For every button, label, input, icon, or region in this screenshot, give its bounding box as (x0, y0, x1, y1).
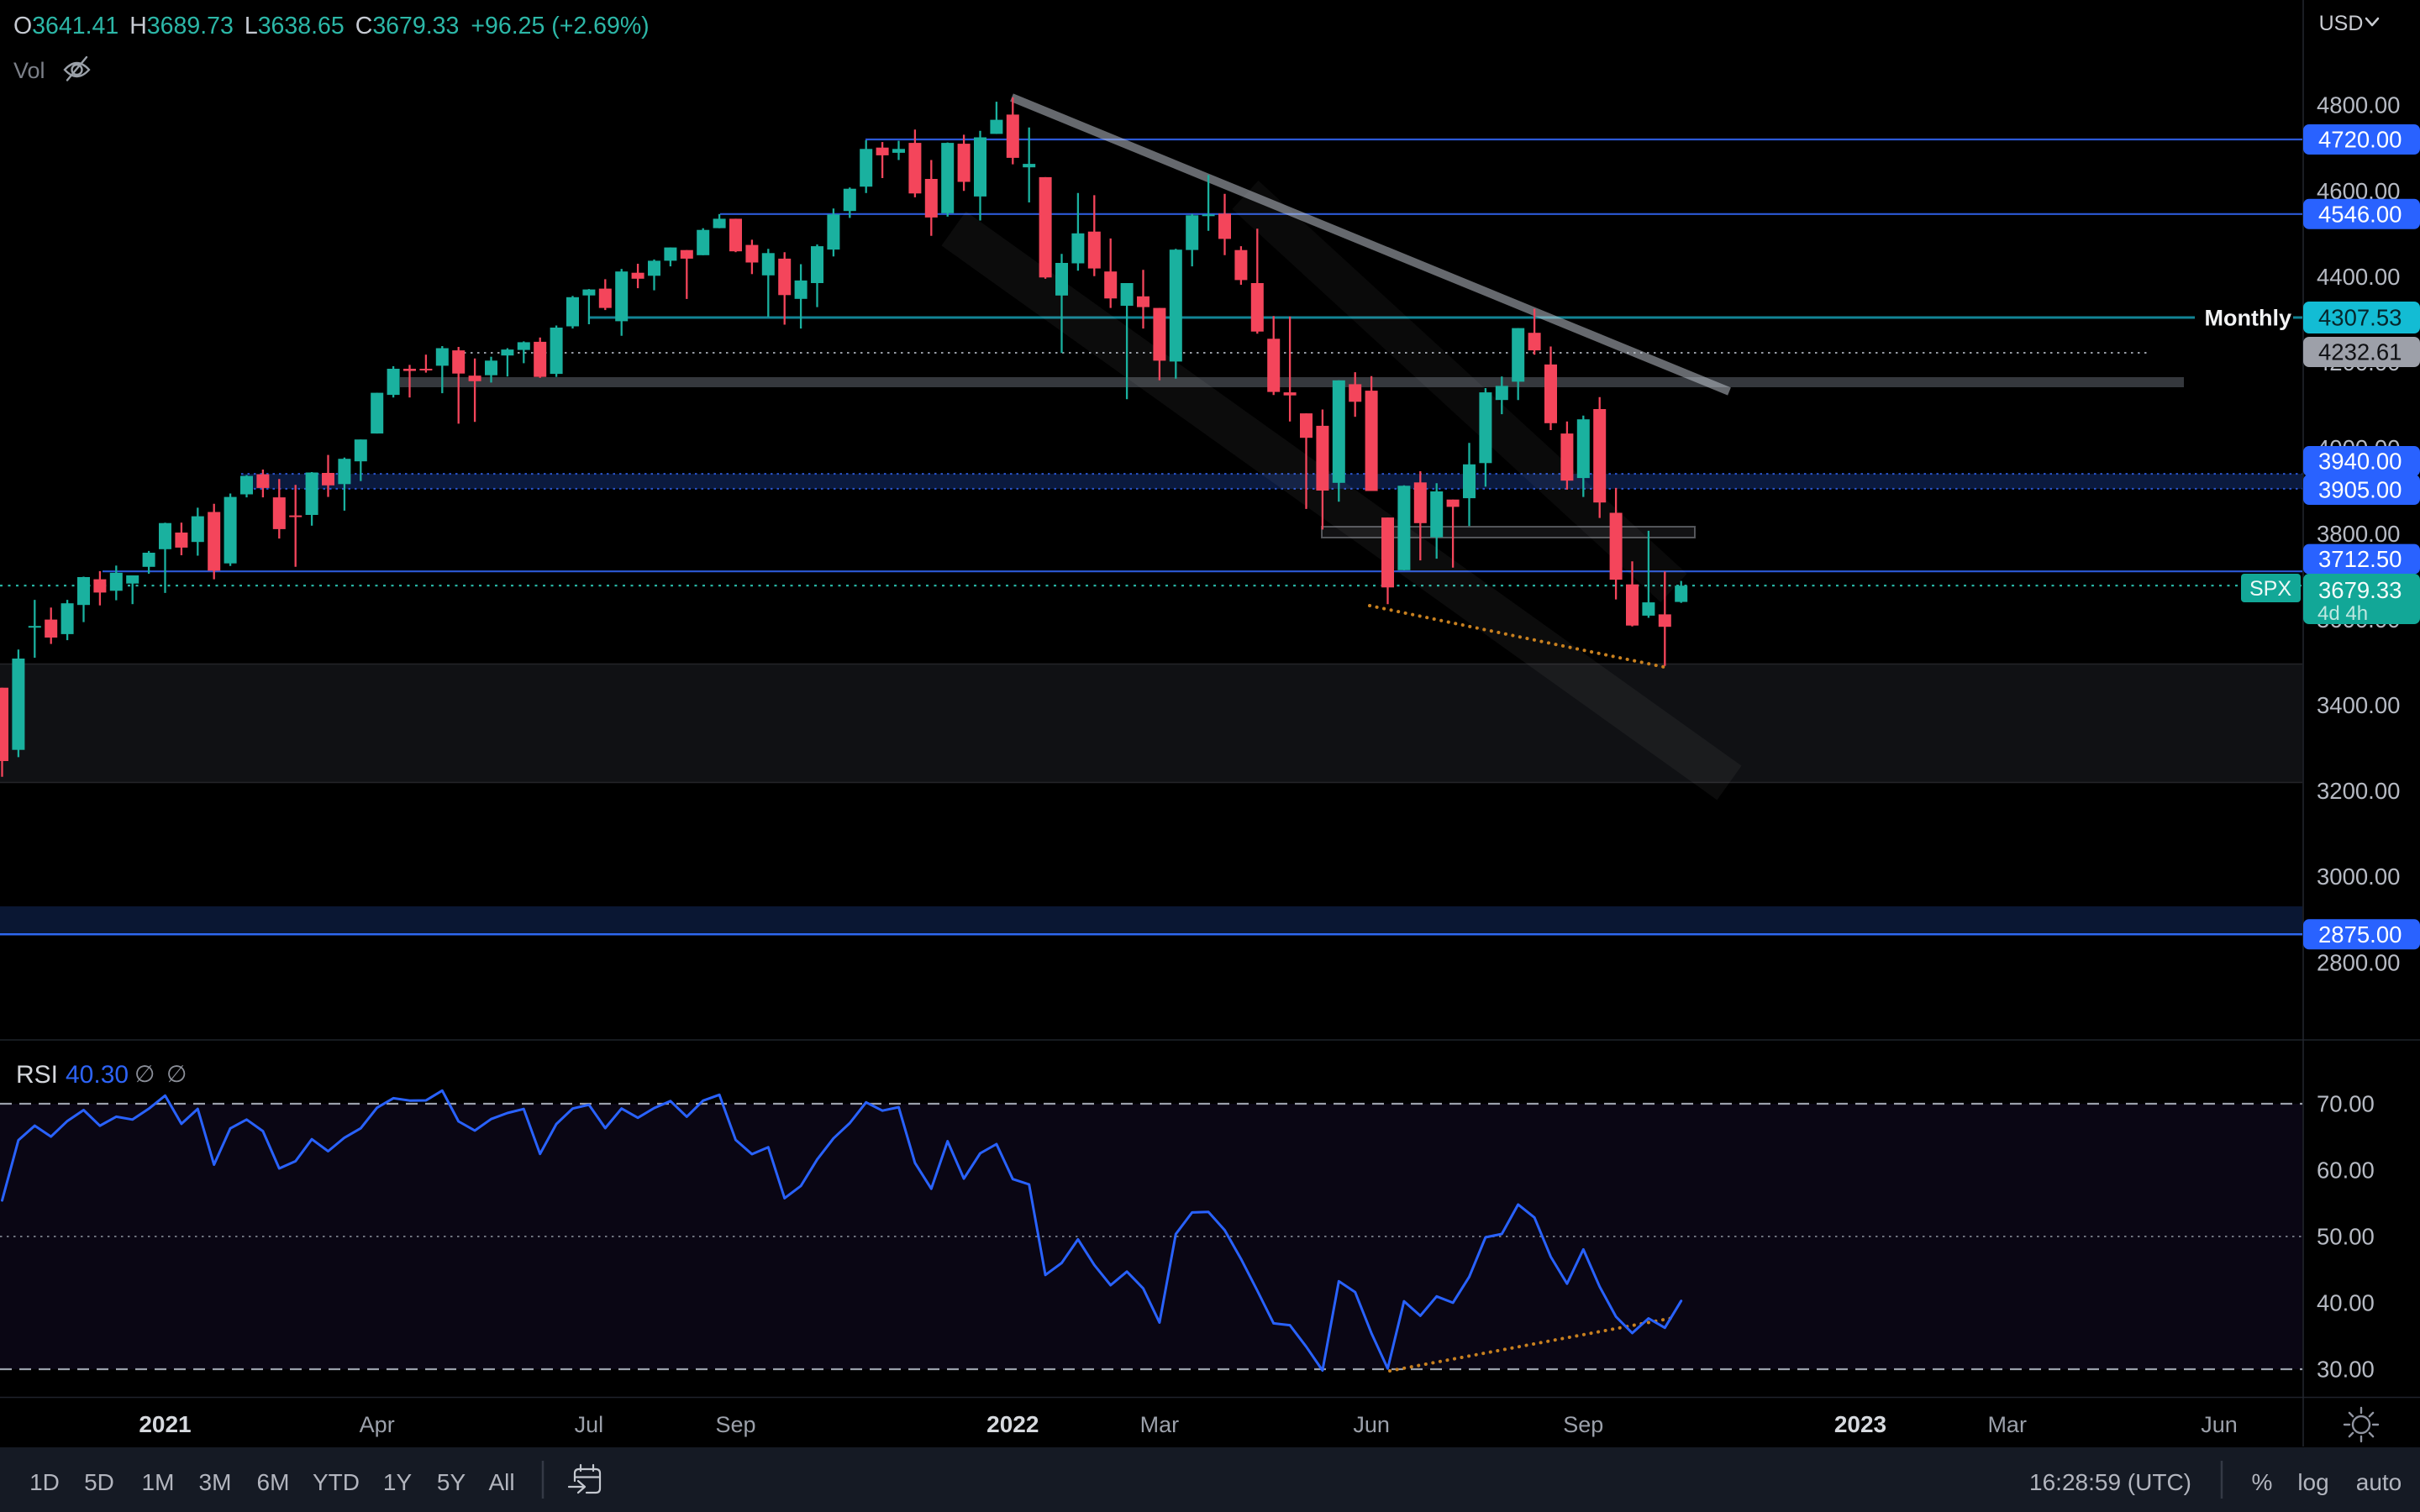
svg-text:3400.00: 3400.00 (2317, 692, 2400, 718)
svg-text:4307.53: 4307.53 (2318, 305, 2402, 331)
svg-text:2875.00: 2875.00 (2318, 921, 2402, 948)
svg-text:1D: 1D (29, 1469, 60, 1495)
svg-text:∅: ∅ (134, 1061, 155, 1087)
svg-text:All: All (488, 1469, 514, 1495)
svg-text:∅: ∅ (166, 1061, 187, 1087)
svg-text:SPX: SPX (2249, 577, 2291, 601)
svg-text:3940.00: 3940.00 (2318, 449, 2402, 475)
svg-text:16:28:59 (UTC): 16:28:59 (UTC) (2029, 1469, 2191, 1495)
svg-text:Monthly: Monthly (2205, 306, 2291, 331)
svg-text:30.00: 30.00 (2317, 1357, 2375, 1383)
svg-text:Jul: Jul (575, 1412, 604, 1437)
svg-text:6M: 6M (257, 1469, 290, 1495)
svg-text:RSI: RSI (16, 1061, 58, 1089)
svg-text:40.30: 40.30 (66, 1061, 129, 1089)
svg-text:2022: 2022 (986, 1411, 1039, 1437)
svg-text:70.00: 70.00 (2317, 1091, 2375, 1117)
svg-text:3200.00: 3200.00 (2317, 778, 2400, 804)
svg-text:Sep: Sep (1563, 1412, 1603, 1437)
svg-text:1Y: 1Y (383, 1469, 413, 1495)
svg-text:40.00: 40.00 (2317, 1290, 2375, 1316)
svg-text:3679.33: 3679.33 (2318, 577, 2402, 603)
svg-text:4546.00: 4546.00 (2318, 201, 2402, 227)
svg-text:60.00: 60.00 (2317, 1158, 2375, 1184)
svg-text:4232.61: 4232.61 (2318, 339, 2402, 365)
svg-text:log: log (2297, 1469, 2328, 1495)
svg-text:2023: 2023 (1834, 1411, 1886, 1437)
svg-text:3M: 3M (199, 1469, 232, 1495)
svg-text:4d 4h: 4d 4h (2317, 602, 2368, 625)
svg-text:USD: USD (2319, 12, 2364, 35)
svg-text:%: % (2252, 1469, 2273, 1495)
svg-text:Sep: Sep (715, 1412, 755, 1437)
svg-text:1M: 1M (142, 1469, 175, 1495)
svg-text:YTD: YTD (313, 1469, 360, 1495)
svg-text:Mar: Mar (1987, 1412, 2027, 1437)
svg-text:Jun: Jun (1353, 1412, 1390, 1437)
svg-text:4800.00: 4800.00 (2317, 92, 2400, 118)
svg-text:Mar: Mar (1140, 1412, 1180, 1437)
svg-text:3000.00: 3000.00 (2317, 864, 2400, 890)
svg-text:50.00: 50.00 (2317, 1224, 2375, 1250)
svg-text:auto: auto (2356, 1469, 2402, 1495)
svg-text:4400.00: 4400.00 (2317, 264, 2400, 290)
svg-text:2800.00: 2800.00 (2317, 949, 2400, 975)
svg-text:3800.00: 3800.00 (2317, 521, 2400, 547)
svg-text:3712.50: 3712.50 (2318, 546, 2402, 572)
svg-text:5Y: 5Y (437, 1469, 466, 1495)
svg-text:Jun: Jun (2201, 1412, 2238, 1437)
svg-text:5D: 5D (84, 1469, 114, 1495)
svg-text:Vol: Vol (13, 58, 45, 83)
svg-text:2021: 2021 (139, 1411, 191, 1437)
svg-text:Apr: Apr (360, 1412, 395, 1437)
svg-text:3905.00: 3905.00 (2318, 477, 2402, 503)
svg-text:4720.00: 4720.00 (2318, 127, 2402, 153)
